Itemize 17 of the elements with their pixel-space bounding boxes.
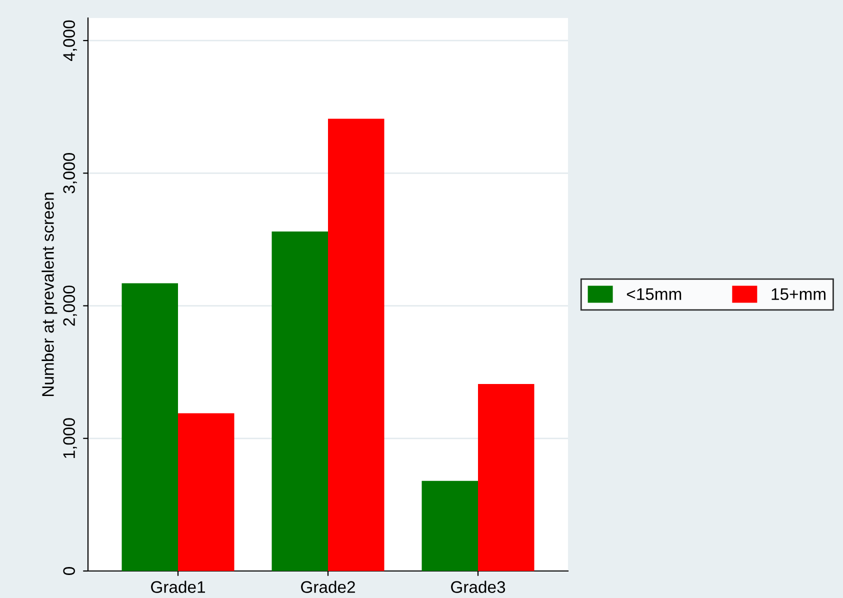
legend-label: 15+mm <box>772 288 826 300</box>
y-tick-label: 1,000 <box>63 418 77 458</box>
bar <box>328 118 384 571</box>
bar <box>478 384 534 571</box>
bar <box>178 413 234 571</box>
x-tick-label: Grade3 <box>451 580 506 593</box>
x-tick-label: Grade1 <box>151 580 205 593</box>
bar <box>272 232 328 571</box>
y-tick-label: 3,000 <box>63 152 77 194</box>
y-tick-label: 4,000 <box>63 20 77 62</box>
bar <box>422 480 478 571</box>
y-tick-label: 2,000 <box>63 286 77 326</box>
y-axis-title: Number at prevalent screen <box>42 192 58 396</box>
bar <box>122 283 178 571</box>
legend-label: <15mm <box>626 288 682 300</box>
y-tick-label: 0 <box>63 567 75 575</box>
x-tick-label: Grade2 <box>301 580 355 593</box>
